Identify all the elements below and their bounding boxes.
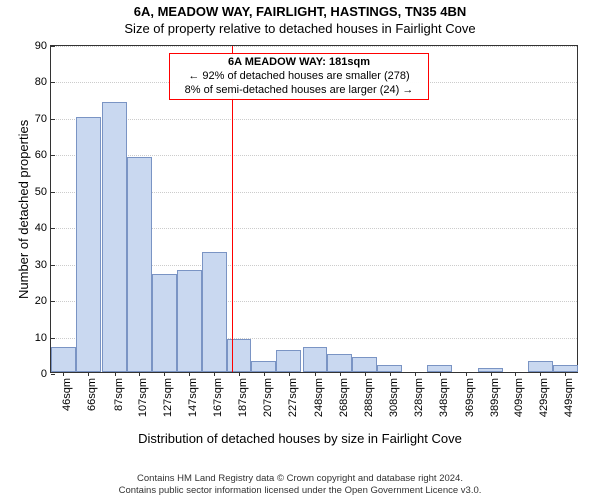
x-tick-mark — [565, 372, 566, 376]
y-tick-label: 20 — [35, 295, 51, 307]
y-tick-label: 0 — [41, 368, 51, 380]
histogram-bar — [51, 347, 76, 373]
x-tick-mark — [214, 372, 215, 376]
x-tick-mark — [164, 372, 165, 376]
x-tick-label: 207sqm — [262, 378, 274, 417]
x-tick-label: 227sqm — [287, 378, 299, 417]
y-tick-label: 50 — [35, 186, 51, 198]
x-tick-mark — [115, 372, 116, 376]
title-block: 6A, MEADOW WAY, FAIRLIGHT, HASTINGS, TN3… — [0, 4, 600, 36]
annotation-box: 6A MEADOW WAY: 181sqm ← 92% of detached … — [169, 53, 429, 100]
x-tick-mark — [540, 372, 541, 376]
y-tick-label: 70 — [35, 113, 51, 125]
x-tick-mark — [491, 372, 492, 376]
annotation-line1: 6A MEADOW WAY: 181sqm — [174, 56, 424, 70]
x-tick-label: 66sqm — [86, 378, 98, 411]
x-tick-mark — [390, 372, 391, 376]
x-tick-mark — [189, 372, 190, 376]
plot-area: 010203040506070809046sqm66sqm87sqm107sqm… — [50, 45, 578, 373]
annotation-line3: 8% of semi-detached houses are larger (2… — [174, 84, 424, 98]
histogram-bar — [76, 117, 101, 372]
y-tick-label: 30 — [35, 259, 51, 271]
title-main: 6A, MEADOW WAY, FAIRLIGHT, HASTINGS, TN3… — [0, 4, 600, 19]
y-tick-label: 80 — [35, 76, 51, 88]
y-tick-label: 10 — [35, 332, 51, 344]
x-tick-mark — [440, 372, 441, 376]
x-tick-label: 288sqm — [363, 378, 375, 417]
x-tick-label: 308sqm — [388, 378, 400, 417]
histogram-bar — [377, 365, 402, 372]
histogram-bar — [276, 350, 301, 372]
x-tick-label: 429sqm — [538, 378, 550, 417]
y-tick-label: 60 — [35, 149, 51, 161]
histogram-bar — [303, 347, 328, 373]
footer: Contains HM Land Registry data © Crown c… — [0, 473, 600, 496]
x-tick-mark — [264, 372, 265, 376]
x-tick-mark — [515, 372, 516, 376]
x-tick-mark — [88, 372, 89, 376]
histogram-bar — [327, 354, 352, 372]
histogram-bar — [102, 102, 127, 372]
x-tick-label: 167sqm — [212, 378, 224, 417]
x-tick-mark — [63, 372, 64, 376]
y-tick-label: 90 — [35, 40, 51, 52]
histogram-bar — [427, 365, 452, 372]
gridline — [51, 119, 577, 120]
x-tick-label: 87sqm — [113, 378, 125, 411]
y-tick-label: 40 — [35, 222, 51, 234]
x-tick-mark — [139, 372, 140, 376]
x-tick-mark — [239, 372, 240, 376]
x-tick-label: 187sqm — [237, 378, 249, 417]
x-tick-label: 389sqm — [489, 378, 501, 417]
footer-line2: Contains public sector information licen… — [0, 485, 600, 496]
x-tick-label: 369sqm — [464, 378, 476, 417]
histogram-bar — [227, 339, 252, 372]
x-tick-mark — [466, 372, 467, 376]
x-tick-label: 248sqm — [313, 378, 325, 417]
x-tick-mark — [315, 372, 316, 376]
histogram-bar — [553, 365, 578, 372]
y-axis-label: Number of detached properties — [16, 120, 31, 299]
x-tick-label: 409sqm — [513, 378, 525, 417]
x-tick-mark — [289, 372, 290, 376]
footer-line1: Contains HM Land Registry data © Crown c… — [0, 473, 600, 484]
x-axis-label: Distribution of detached houses by size … — [0, 431, 600, 446]
x-tick-label: 328sqm — [413, 378, 425, 417]
title-sub: Size of property relative to detached ho… — [0, 21, 600, 36]
annotation-line2: ← 92% of detached houses are smaller (27… — [174, 70, 424, 84]
x-tick-label: 107sqm — [137, 378, 149, 417]
histogram-bar — [177, 270, 202, 372]
chart-frame: 6A, MEADOW WAY, FAIRLIGHT, HASTINGS, TN3… — [0, 0, 600, 500]
x-tick-label: 348sqm — [438, 378, 450, 417]
histogram-bar — [127, 157, 152, 372]
x-tick-label: 268sqm — [338, 378, 350, 417]
histogram-bar — [528, 361, 553, 372]
x-tick-label: 449sqm — [563, 378, 575, 417]
x-tick-mark — [415, 372, 416, 376]
x-tick-label: 127sqm — [162, 378, 174, 417]
histogram-bar — [251, 361, 276, 372]
histogram-bar — [152, 274, 177, 372]
x-tick-mark — [340, 372, 341, 376]
histogram-bar — [202, 252, 227, 372]
x-tick-label: 147sqm — [187, 378, 199, 417]
gridline — [51, 46, 577, 47]
x-tick-mark — [365, 372, 366, 376]
x-tick-label: 46sqm — [61, 378, 73, 411]
histogram-bar — [352, 357, 377, 372]
